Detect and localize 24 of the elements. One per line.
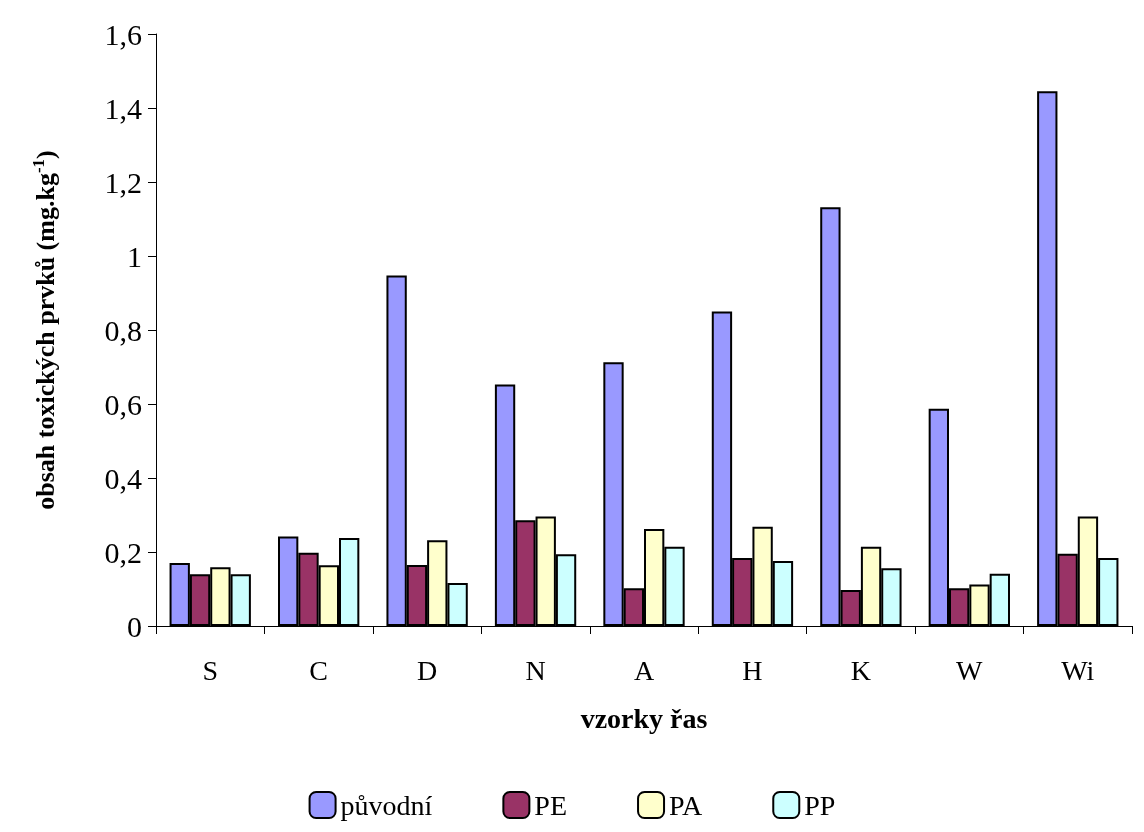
y-tick-label: 1,6 — [104, 17, 142, 51]
legend-label: PA — [669, 789, 704, 821]
y-tick-label: 0,8 — [104, 313, 142, 347]
x-tick-label: H — [742, 654, 763, 686]
x-tick-label: W — [956, 654, 984, 686]
x-tick-label: C — [309, 654, 329, 686]
legend-label: PE — [534, 789, 568, 821]
y-tick-label: 1,4 — [104, 91, 142, 125]
x-tick-label: S — [202, 654, 219, 686]
y-tick-label: 0,2 — [104, 535, 142, 569]
y-tick-label: 0 — [127, 609, 142, 643]
x-tick-label: D — [416, 654, 438, 686]
y-axis-title: obsah toxických prvků (mg.kg-1) — [29, 150, 60, 510]
y-tick-label: 1 — [127, 239, 142, 273]
x-tick-label: N — [525, 654, 546, 686]
y-tick-label: 0,6 — [104, 387, 142, 421]
x-tick-label: K — [850, 654, 872, 686]
x-tick-label: A — [633, 654, 655, 686]
x-tick-label: Wi — [1061, 654, 1095, 686]
y-tick-label: 1,2 — [104, 165, 142, 199]
legend-label: PP — [804, 789, 836, 821]
x-axis-title: vzorky řas — [580, 702, 708, 734]
legend-label: původní — [340, 789, 433, 821]
y-tick-label: 0,4 — [104, 461, 142, 495]
